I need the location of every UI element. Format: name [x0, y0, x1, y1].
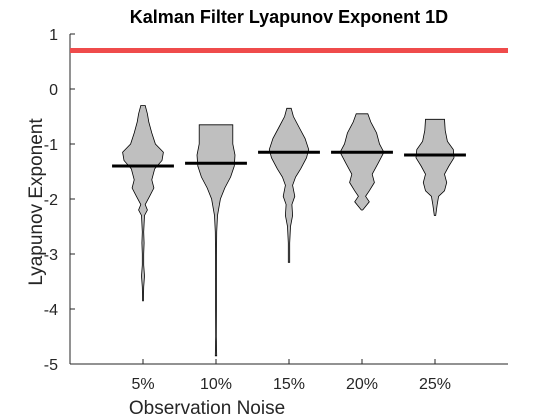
y-axis-label: Lyapunov Exponent — [26, 118, 47, 286]
x-tick-label: 20% — [346, 376, 378, 393]
plot-area: 1 0 -1 -2 -3 -4 -5 5% 10% 15% 20% 25% — [44, 27, 508, 393]
chart-title: Kalman Filter Lyapunov Exponent 1D — [130, 7, 448, 27]
y-tick-label: -1 — [44, 137, 58, 154]
y-tick-label: -3 — [44, 247, 58, 264]
y-tick-label: -4 — [44, 302, 58, 319]
violin-5% — [122, 105, 164, 302]
x-tick-label: 10% — [200, 376, 232, 393]
violin-10% — [196, 124, 236, 357]
x-tick-label: 15% — [273, 376, 305, 393]
y-tick-label: -2 — [44, 192, 58, 209]
x-tick-label: 5% — [131, 376, 154, 393]
violin-15% — [268, 107, 310, 263]
y-tick-label: -5 — [44, 357, 58, 374]
x-axis-label: Observation Noise — [129, 398, 285, 419]
x-tick-label: 25% — [419, 376, 451, 393]
violin-25% — [415, 118, 455, 216]
violin-20% — [339, 113, 385, 211]
y-tick-label: 1 — [49, 27, 58, 44]
y-tick-label: 0 — [49, 82, 58, 99]
